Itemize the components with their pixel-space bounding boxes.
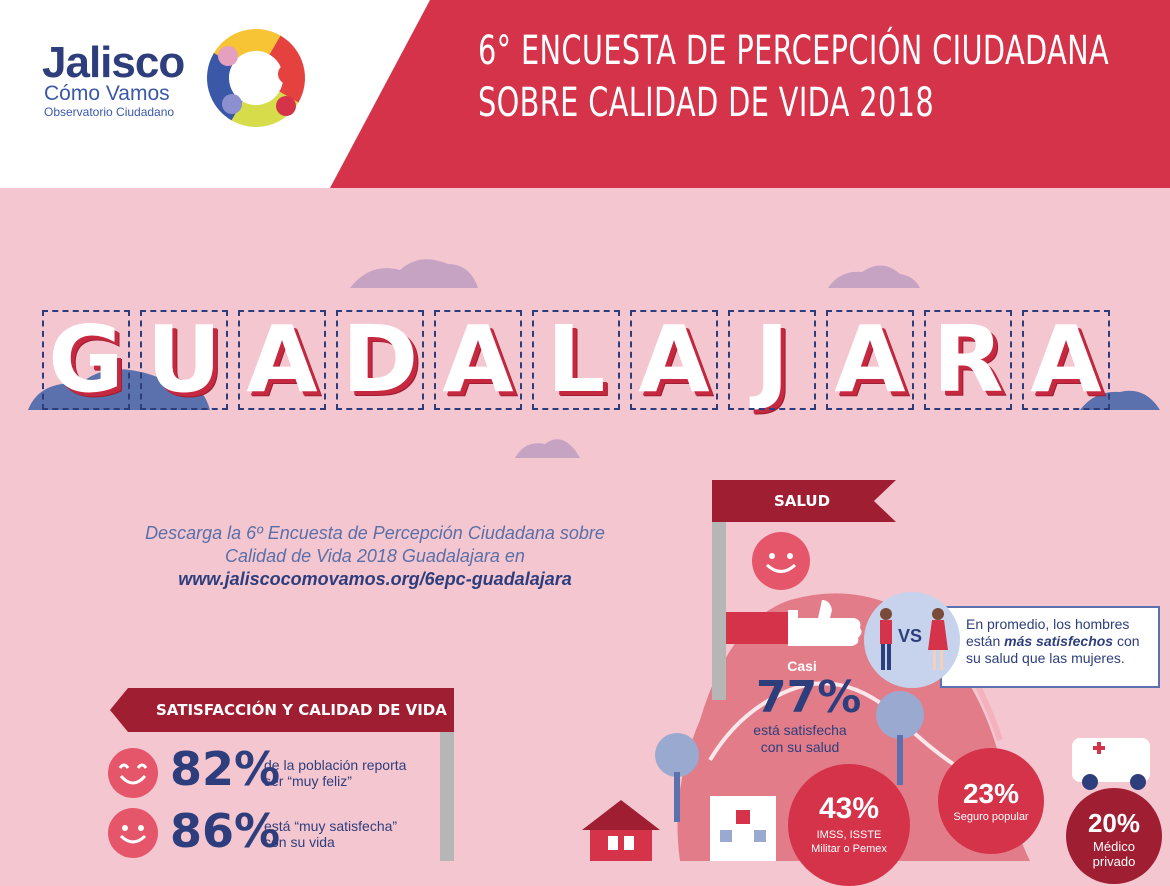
comparison-line2-a: están xyxy=(966,633,1005,649)
happiness-description: de la población reporta ser “muy feliz” xyxy=(264,757,406,789)
city-letter: A xyxy=(1020,308,1112,412)
health-casi-label: Casi xyxy=(787,658,817,674)
health-banner-label: SALUD xyxy=(774,492,831,510)
city-letter: G xyxy=(40,308,132,412)
city-letter: A xyxy=(432,308,524,412)
logo-name: Jalisco xyxy=(42,38,185,87)
vs-label: VS xyxy=(898,626,923,646)
health-flag-pole xyxy=(712,500,726,700)
city-letter: U xyxy=(138,308,230,412)
page-title-line2: SOBRE CALIDAD DE VIDA 2018 xyxy=(478,80,935,126)
happiness-text-line1: de la población reporta xyxy=(264,757,407,773)
gender-comparison-box: En promedio, los hombres están más satis… xyxy=(940,606,1160,688)
city-letter: A xyxy=(824,308,916,412)
stat-private-doctor-circle: 20% Médico privado xyxy=(1066,788,1162,884)
health-desc-line1: está satisfecha xyxy=(753,722,847,738)
stat-seguro-popular-circle: 23% Seguro popular xyxy=(938,748,1044,854)
comparison-emphasis: más satisfechos xyxy=(1004,633,1114,649)
city-letter: J xyxy=(726,308,818,412)
comparison-line2-c: con xyxy=(1113,633,1140,649)
stat-seguro-popular-value: 23% xyxy=(962,778,1020,809)
gender-comparison-text: En promedio, los hombres están más satis… xyxy=(966,616,1140,667)
stat-private-doctor-value: 20% xyxy=(1087,808,1141,838)
download-line1: Descarga la 6º Encuesta de Percepción Ci… xyxy=(145,523,605,543)
stat-private-doctor-label2: privado xyxy=(1092,854,1136,869)
comparison-line1: En promedio, los hombres xyxy=(966,616,1130,632)
comparison-line3: su salud que las mujeres. xyxy=(966,650,1125,666)
stat-imss-label1: IMSS, ISSTE xyxy=(816,829,882,841)
stat-imss-value: 43% xyxy=(818,792,880,825)
city-letter: A xyxy=(628,308,720,412)
logo-tagline: Observatorio Ciudadano xyxy=(44,105,175,119)
life-satisfaction-value: 86% xyxy=(170,804,281,858)
man-woman-icon xyxy=(880,608,948,670)
health-satisfied-description: está satisfecha con su salud xyxy=(736,722,864,756)
smile-face-icon xyxy=(108,808,158,858)
city-letter: R xyxy=(922,308,1014,412)
city-letter: D xyxy=(334,308,426,412)
life-satisfaction-text-line1: está “muy satisfecha” xyxy=(264,818,398,834)
city-letter: L xyxy=(530,308,622,412)
health-satisfied-value: 77% xyxy=(756,672,862,723)
life-satisfaction-description: está “muy satisfecha” con su vida xyxy=(264,818,397,850)
download-line2: Calidad de Vida 2018 Guadalajara en xyxy=(225,546,525,566)
download-text: Descarga la 6º Encuesta de Percepción Ci… xyxy=(70,522,680,591)
health-desc-line2: con su salud xyxy=(760,739,840,755)
stat-imss-circle: 43% IMSS, ISSTE Militar o Pemex xyxy=(788,764,910,886)
satisfaction-banner-label: SATISFACCIÓN Y CALIDAD DE VIDA xyxy=(156,701,447,719)
satisfaction-banner: SATISFACCIÓN Y CALIDAD DE VIDA xyxy=(110,688,454,732)
banner-pole xyxy=(440,732,454,861)
logo-subtitle: Cómo Vamos xyxy=(44,82,170,105)
health-banner: SALUD xyxy=(712,480,896,522)
stat-private-doctor-label1: Médico xyxy=(1093,839,1135,854)
thumbs-up-icon xyxy=(726,600,862,646)
logo-ring-icon xyxy=(207,28,306,127)
header-title-panel xyxy=(330,0,1170,188)
life-satisfaction-text-line2: con su vida xyxy=(264,834,335,850)
health-smile-icon xyxy=(752,532,810,590)
happy-face-icon xyxy=(108,748,158,798)
download-url-link[interactable]: www.jaliscocomovamos.org/6epc-guadalajar… xyxy=(178,569,572,589)
stat-seguro-popular-label: Seguro popular xyxy=(953,811,1029,823)
page-title-line1: 6° ENCUESTA DE PERCEPCIÓN CIUDADANA xyxy=(478,28,1110,74)
stat-imss-label2: Militar o Pemex xyxy=(811,843,887,855)
happiness-value: 82% xyxy=(170,742,281,796)
cloud-decoration xyxy=(28,259,1160,458)
happiness-text-line2: ser “muy feliz” xyxy=(264,773,352,789)
city-letter: A xyxy=(236,308,328,412)
